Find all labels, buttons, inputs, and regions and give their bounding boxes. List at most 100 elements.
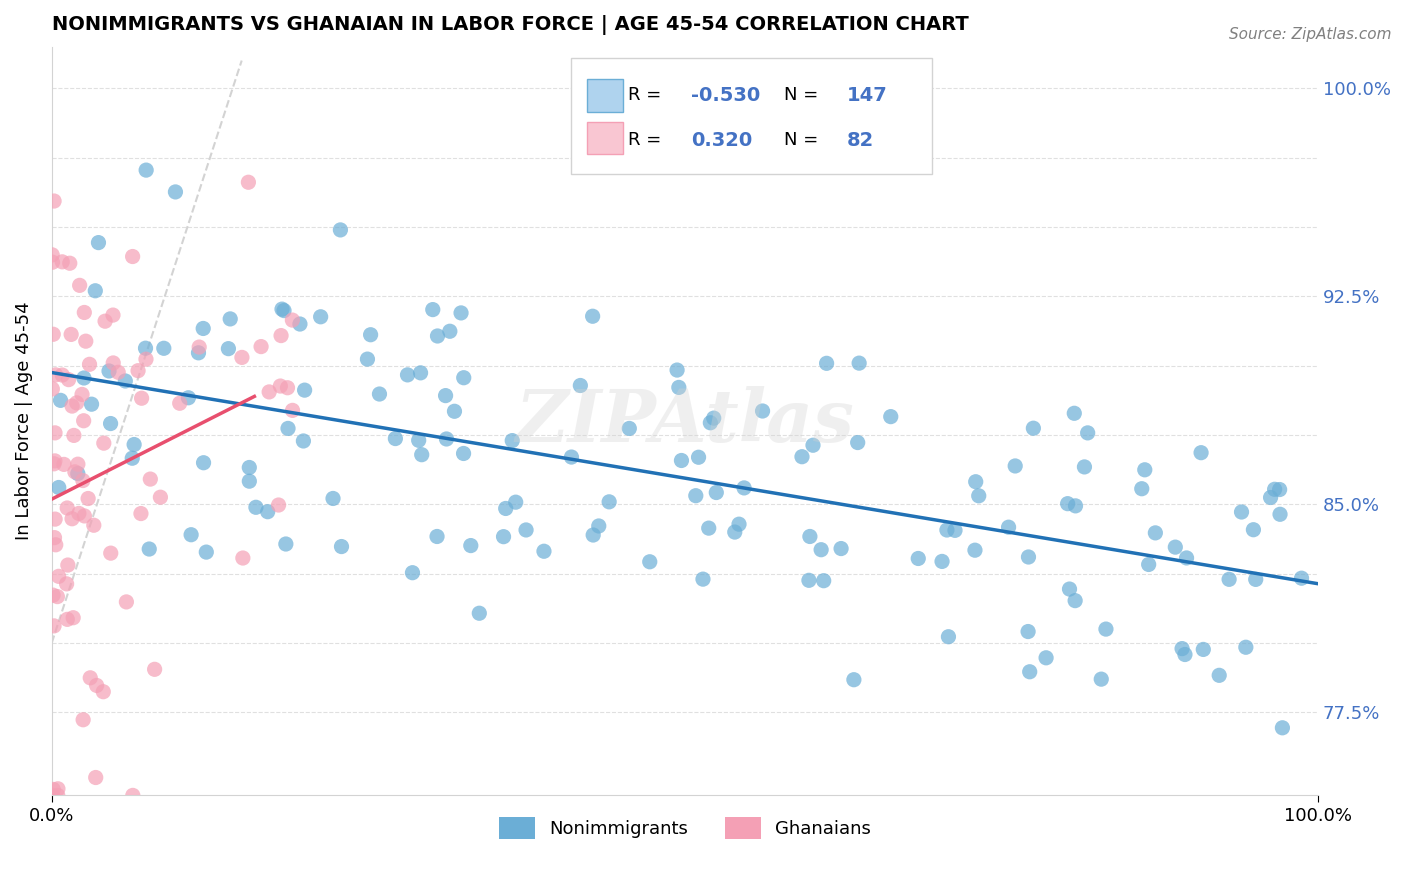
Text: ZIPAtlas: ZIPAtlas <box>516 385 855 457</box>
Point <box>100 546 122 560</box>
Point <box>91 684 114 698</box>
Point <box>501 434 523 448</box>
Point <box>1073 459 1095 474</box>
Point <box>66 457 89 471</box>
Point <box>1063 406 1085 420</box>
Point <box>1133 463 1156 477</box>
Text: R =: R = <box>628 87 666 104</box>
Text: R =: R = <box>628 131 672 149</box>
Point <box>48 481 70 495</box>
Point <box>468 606 491 620</box>
Point <box>329 223 352 237</box>
Text: 0.320: 0.320 <box>692 131 752 150</box>
Point <box>1230 505 1253 519</box>
Point <box>1164 540 1187 554</box>
Point <box>409 366 432 380</box>
Point <box>1059 582 1081 596</box>
Point <box>1077 425 1099 440</box>
Point <box>83 518 105 533</box>
Text: N =: N = <box>783 131 824 149</box>
Point <box>238 460 260 475</box>
Point <box>42 619 65 633</box>
Point <box>63 428 86 442</box>
Point <box>41 255 63 269</box>
Point <box>515 523 537 537</box>
Point <box>582 310 605 324</box>
Point <box>44 531 66 545</box>
Point <box>80 397 103 411</box>
Point <box>426 329 449 343</box>
Point <box>411 448 433 462</box>
Point <box>193 456 215 470</box>
Point <box>408 434 430 448</box>
Point <box>51 255 73 269</box>
Point <box>77 491 100 506</box>
FancyBboxPatch shape <box>588 78 623 112</box>
Point <box>813 574 835 588</box>
Point <box>217 342 239 356</box>
Point <box>42 457 65 471</box>
Point <box>588 519 610 533</box>
Point <box>931 554 953 568</box>
Point <box>294 383 316 397</box>
Point <box>799 529 821 543</box>
FancyBboxPatch shape <box>588 121 623 154</box>
Point <box>436 432 458 446</box>
Point <box>103 356 125 370</box>
Point <box>453 370 475 384</box>
Point <box>58 373 80 387</box>
Point <box>153 341 176 355</box>
Point <box>70 387 93 401</box>
Point <box>79 671 101 685</box>
FancyBboxPatch shape <box>571 58 932 174</box>
Point <box>193 321 215 335</box>
Point <box>1018 665 1040 679</box>
Point <box>73 371 96 385</box>
Point <box>79 357 101 371</box>
Point <box>177 391 200 405</box>
Point <box>505 495 527 509</box>
Point <box>195 545 218 559</box>
Point <box>1090 672 1112 686</box>
Point <box>1017 624 1039 639</box>
Text: NONIMMIGRANTS VS GHANAIAN IN LABOR FORCE | AGE 45-54 CORRELATION CHART: NONIMMIGRANTS VS GHANAIAN IN LABOR FORCE… <box>52 15 969 35</box>
Point <box>60 399 83 413</box>
Point <box>180 527 202 541</box>
Point <box>149 490 172 504</box>
Point <box>533 544 555 558</box>
Point <box>401 566 423 580</box>
Point <box>880 409 903 424</box>
Point <box>368 387 391 401</box>
Point <box>1268 483 1291 497</box>
Point <box>384 432 406 446</box>
Point <box>801 438 824 452</box>
Point <box>46 781 69 796</box>
Point <box>59 256 82 270</box>
Point <box>943 524 966 538</box>
Point <box>66 396 89 410</box>
Point <box>671 453 693 467</box>
Point <box>907 551 929 566</box>
Point <box>56 612 79 626</box>
Point <box>1064 593 1087 607</box>
Point <box>134 341 156 355</box>
Point <box>187 346 209 360</box>
Point <box>938 630 960 644</box>
Point <box>114 374 136 388</box>
Point <box>697 521 720 535</box>
Point <box>1234 640 1257 655</box>
Point <box>330 540 353 554</box>
Point <box>250 340 273 354</box>
Point <box>751 404 773 418</box>
Point <box>73 508 96 523</box>
Point <box>257 384 280 399</box>
Point <box>1022 421 1045 435</box>
Legend: Nonimmigrants, Ghanaians: Nonimmigrants, Ghanaians <box>492 810 879 847</box>
Point <box>73 305 96 319</box>
Point <box>93 436 115 450</box>
Point <box>238 175 260 189</box>
Point <box>699 416 721 430</box>
Point <box>460 539 482 553</box>
Point <box>107 365 129 379</box>
Point <box>1192 642 1215 657</box>
